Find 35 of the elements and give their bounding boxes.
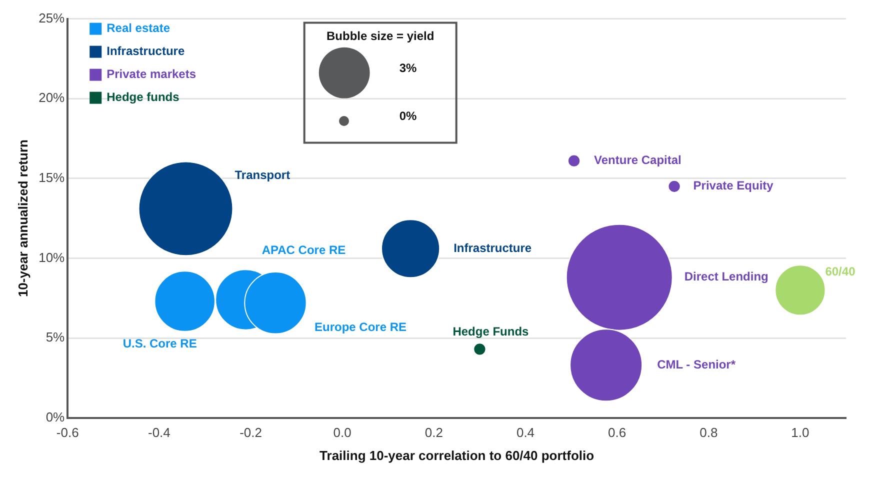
x-tick-label: 0.0 — [333, 425, 352, 440]
x-tick-label: 0.8 — [700, 425, 718, 440]
annotation: Venture Capital — [594, 153, 682, 168]
legend-label: Private markets — [106, 67, 196, 82]
x-tick-label: -0.4 — [148, 425, 170, 440]
x-tick-label: 0.6 — [608, 425, 626, 440]
legend-label: Infrastructure — [106, 44, 185, 58]
y-tick-label: 15% — [38, 170, 66, 185]
legend-label: Real estate — [106, 21, 170, 36]
x-tick-label: 1.0 — [791, 425, 810, 440]
annotation: Hedge Funds — [452, 324, 530, 338]
y-tick-label: 25% — [38, 10, 66, 26]
annotation: CML - Senior* — [657, 357, 736, 372]
x-tick-label: -0.6 — [56, 425, 79, 440]
annotation: Europe Core RE — [314, 320, 407, 334]
y-tick-label: 0% — [46, 409, 66, 424]
annotation: Transport — [234, 168, 290, 182]
annotation: 60/40 — [825, 264, 856, 278]
y-tick-label: 20% — [38, 90, 66, 106]
annotation: Direct Lending — [684, 270, 768, 284]
x-tick-label: -0.2 — [240, 425, 262, 440]
legend-label: 3% — [399, 61, 418, 76]
annotation: Private Equity — [693, 178, 774, 193]
y-axis-title: 10-year annualized return — [15, 139, 30, 298]
y-tick-label: 5% — [46, 330, 66, 345]
x-axis-title: Trailing 10-year correlation to 60/40 portfolio — [320, 448, 594, 463]
y-tick-label: 10% — [38, 250, 66, 265]
annotation: 0% — [399, 109, 418, 124]
legend-label: Hedge funds — [106, 90, 180, 104]
annotation: Infrastructure — [454, 240, 532, 255]
annotation: APAC Core RE — [262, 243, 346, 258]
x-tick-label: 0.4 — [516, 425, 535, 440]
annotation: U.S. Core RE — [122, 336, 197, 351]
legend-title: Bubble size = yield — [326, 29, 434, 44]
x-tick-label: 0.2 — [424, 425, 443, 440]
